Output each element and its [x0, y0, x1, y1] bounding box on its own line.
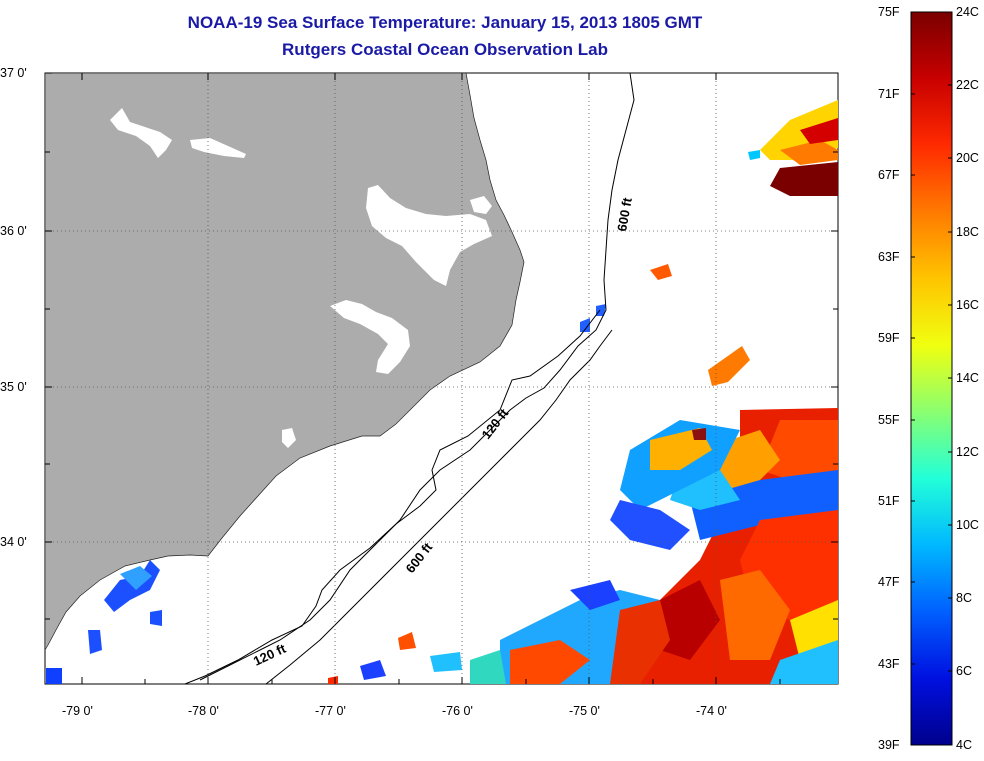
cb-c-10: 10C: [956, 518, 979, 532]
cb-f-75: 75F: [878, 5, 900, 19]
cb-f-59: 59F: [878, 331, 900, 345]
lon-label-76: -76 0': [442, 704, 473, 718]
cb-c-4: 4C: [956, 738, 972, 752]
depth-contours: [184, 73, 635, 684]
inland-waters: [110, 108, 492, 448]
cb-f-39: 39F: [878, 738, 900, 752]
cb-c-12: 12C: [956, 445, 979, 459]
sst-patches: [46, 100, 838, 684]
lon-label-77: -77 0': [315, 704, 346, 718]
cb-f-51: 51F: [878, 494, 900, 508]
cb-f-47: 47F: [878, 575, 900, 589]
cb-c-20: 20C: [956, 151, 979, 165]
cb-c-24: 24C: [956, 5, 979, 19]
cb-c-22: 22C: [956, 78, 979, 92]
cb-f-67: 67F: [878, 168, 900, 182]
lat-label-37: 37 0': [0, 66, 27, 80]
map-subtitle: Rutgers Coastal Ocean Observation Lab: [282, 40, 608, 59]
grid-lines: [45, 73, 838, 684]
colorbar: [910, 11, 953, 746]
lat-label-36: 36 0': [0, 224, 27, 238]
contour-label-600ft-north: 600 ft: [614, 196, 635, 233]
lon-label-78: -78 0': [188, 704, 219, 718]
axis-ticks: [45, 72, 838, 684]
colorbar-ticks: [911, 84, 952, 672]
cb-f-71: 71F: [878, 87, 900, 101]
cb-c-18: 18C: [956, 225, 979, 239]
cb-c-14: 14C: [956, 371, 979, 385]
lon-label-79: -79 0': [62, 704, 93, 718]
cb-c-6: 6C: [956, 664, 972, 678]
cb-f-63: 63F: [878, 250, 900, 264]
lon-label-75: -75 0': [569, 704, 600, 718]
cb-f-55: 55F: [878, 413, 900, 427]
lat-label-35: 35 0': [0, 380, 27, 394]
cb-c-8: 8C: [956, 591, 972, 605]
lon-label-74: -74 0': [696, 704, 727, 718]
cb-f-43: 43F: [878, 657, 900, 671]
lat-label-34: 34 0': [0, 535, 27, 549]
map-title: NOAA-19 Sea Surface Temperature: January…: [187, 13, 703, 32]
cb-c-16: 16C: [956, 298, 979, 312]
